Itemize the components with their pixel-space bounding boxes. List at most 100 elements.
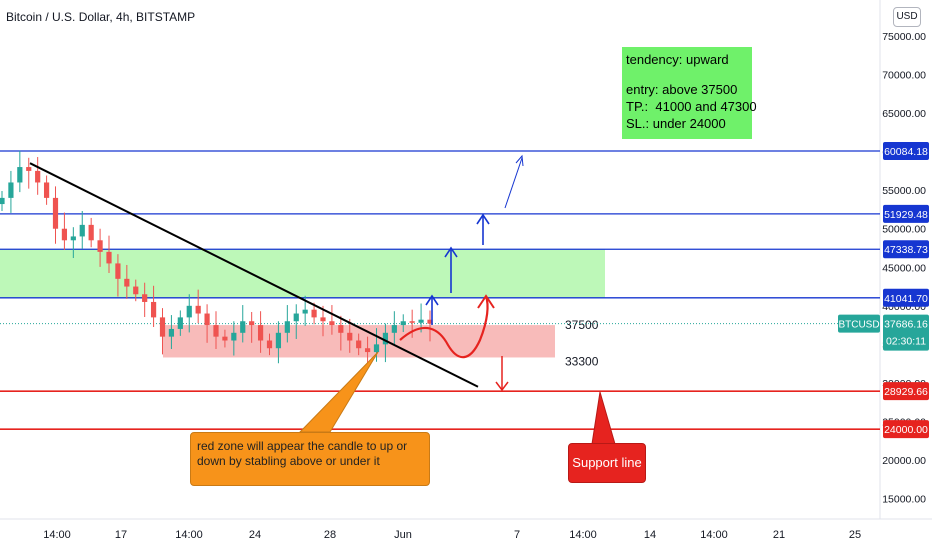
x-tick-label: 14:00	[700, 529, 728, 541]
candle-body	[338, 325, 344, 333]
red-zone-callout: red zone will appear the candle to up or…	[190, 432, 430, 486]
projected-path-arrowhead	[477, 294, 495, 309]
x-tick-label: 21	[773, 529, 785, 541]
level-tag-41041.70	[883, 288, 929, 307]
x-tick-label: 28	[324, 529, 336, 541]
candle-body	[302, 309, 308, 314]
zone-label-33300: 33300	[565, 354, 599, 368]
level-tag-text-24000.00: 24000.00	[884, 424, 928, 436]
candle-body	[0, 197, 5, 205]
entry-text: entry: above 37500	[626, 82, 738, 97]
descending-trendline	[29, 162, 479, 388]
x-tick-label: 14:00	[175, 529, 203, 541]
target-arrow-shaft	[504, 157, 523, 209]
candle-body	[168, 328, 175, 337]
candle-body	[124, 278, 130, 287]
candle-body	[204, 313, 210, 326]
zone-label-37500: 37500	[565, 318, 599, 332]
candle-body	[382, 332, 389, 345]
candle-body	[418, 319, 424, 323]
candle-body	[257, 325, 264, 341]
candle-body	[186, 305, 192, 318]
level-tag-51929.48	[883, 204, 929, 223]
candle-body	[293, 313, 299, 322]
currency-button[interactable]: USD	[893, 7, 921, 27]
candle-body	[43, 182, 50, 198]
candle-body	[364, 348, 371, 353]
level-tag-text-47338.73: 47338.73	[884, 244, 928, 256]
candle-body	[213, 325, 219, 337]
candle-body	[177, 317, 183, 329]
candle-body	[329, 321, 335, 326]
candle-body	[79, 224, 85, 237]
level-tag-text-60084.18: 60084.18	[884, 146, 928, 158]
candle-body	[284, 321, 290, 333]
level-tag-text-28929.66: 28929.66	[884, 386, 928, 398]
candle-body	[35, 170, 41, 183]
level-tag-28929.66	[883, 382, 929, 401]
y-tick-label: 70000.00	[882, 70, 926, 82]
candle-body	[347, 332, 353, 341]
x-tick-label: 14:00	[43, 529, 71, 541]
up-arrow-head-1	[425, 294, 439, 306]
down-arrow-head	[495, 381, 509, 392]
candle-body	[231, 332, 237, 341]
y-tick-label: 50000.00	[882, 224, 926, 236]
level-tag-60084.18	[883, 141, 929, 160]
level-tag-47338.73	[883, 240, 929, 259]
candle-body	[356, 340, 362, 349]
candle-body	[61, 228, 68, 241]
y-tick-label: 75000.00	[882, 31, 926, 43]
candle-body	[70, 236, 76, 241]
y-tick-label: 15000.00	[882, 494, 926, 506]
candle-body	[142, 294, 148, 302]
tendency-text: tendency: upward	[626, 52, 729, 67]
up-arrow-head-2	[444, 246, 458, 258]
candle-body	[17, 167, 23, 183]
level-tag-text-51929.48: 51929.48	[884, 209, 928, 221]
x-tick-label: 25	[849, 529, 861, 541]
x-tick-label: 14	[644, 529, 656, 541]
target-arrow-head	[515, 154, 524, 167]
take-profit-text: TP.: 41000 and 47300	[626, 99, 757, 114]
projected-path	[399, 295, 489, 359]
level-tag-24000.00	[883, 420, 929, 439]
candle-body	[275, 332, 282, 349]
y-tick-label: 65000.00	[882, 108, 926, 120]
candle-body	[150, 301, 157, 318]
candle-body	[115, 263, 121, 279]
candle-body	[373, 344, 380, 353]
candle-body	[52, 197, 59, 229]
x-tick-label: 24	[249, 529, 261, 541]
stop-loss-text: SL.: under 24000	[626, 116, 726, 131]
candle-body	[400, 321, 406, 326]
take-profit-zone	[0, 249, 605, 298]
candle-body	[133, 286, 139, 295]
candle-body	[249, 321, 255, 326]
chart-title: Bitcoin / U.S. Dollar, 4h, BITSTAMP	[6, 10, 196, 24]
symbol-tag	[838, 314, 880, 333]
candle-body	[195, 305, 201, 314]
candle-body	[409, 321, 415, 323]
candle-body	[240, 321, 246, 333]
candle-body	[97, 240, 103, 252]
candle-body	[391, 325, 397, 333]
current-price-text: 37686.16	[884, 319, 928, 331]
x-tick-label: 17	[115, 529, 127, 541]
symbol-tag-text: BTCUSD	[838, 320, 879, 331]
countdown-text: 02:30:11	[886, 336, 926, 348]
candle-body	[266, 340, 273, 349]
support-line-callout: Support line	[568, 443, 646, 483]
x-tick-label: 7	[514, 529, 520, 541]
current-price-tag	[883, 314, 929, 351]
y-tick-label: 55000.00	[882, 185, 926, 197]
y-tick-label: 45000.00	[882, 262, 926, 274]
candle-body	[159, 317, 166, 337]
level-tag-text-41041.70: 41041.70	[884, 293, 928, 305]
candle-body	[311, 309, 317, 318]
candle-body	[26, 167, 32, 171]
candle-body	[88, 224, 94, 241]
candle-body	[427, 319, 433, 324]
